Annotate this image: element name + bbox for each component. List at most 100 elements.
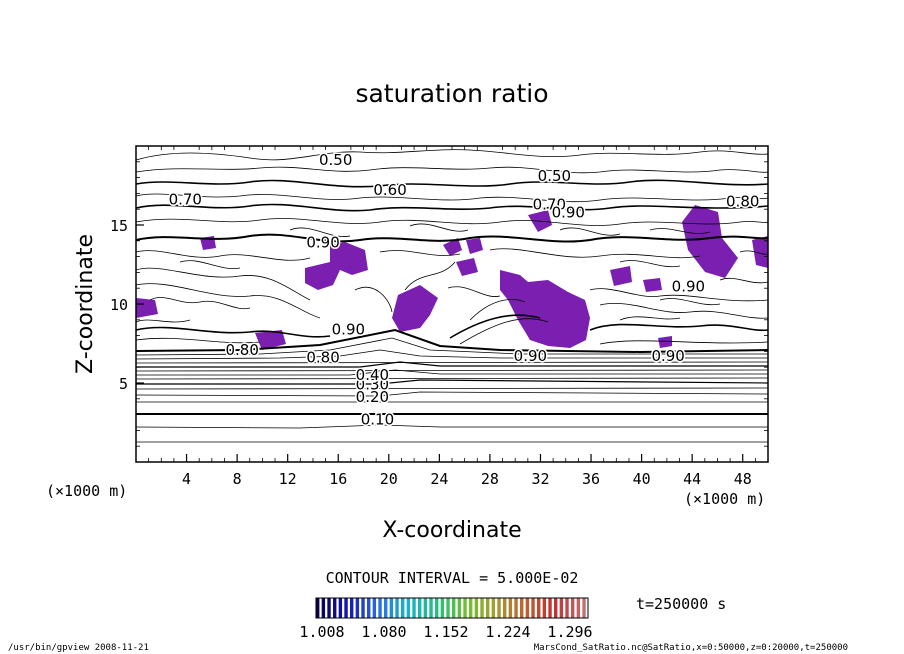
contour-label: 0.30: [356, 376, 389, 394]
colorbar-stripe: [440, 598, 445, 618]
contour-line: [135, 233, 769, 243]
x-tick-label: 48: [734, 470, 752, 488]
colorbar-stripe: [457, 598, 462, 618]
x-tick-label: 44: [683, 470, 701, 488]
footer-right: MarsCond_SatRatio.nc@SatRatio,x=0:50000,…: [534, 643, 848, 653]
colorbar-stripe: [429, 598, 433, 618]
colorbar-stripe: [497, 598, 501, 618]
y-axis-unit: (×1000 m): [46, 482, 127, 500]
contour-line: [135, 424, 768, 429]
colorbar-stripe: [537, 598, 541, 618]
contour-label: 0.80: [225, 341, 258, 359]
colorbar-stripe: [503, 598, 507, 618]
x-tick-label: 28: [481, 470, 499, 488]
fill-region: [643, 278, 662, 292]
colorbar-tick-label: 1.152: [423, 623, 468, 641]
contour-label: 0.70: [169, 191, 202, 209]
colorbar-frame: [315, 597, 589, 619]
contour-line: [135, 337, 768, 356]
contour-line: [135, 387, 769, 390]
contour-line: [135, 361, 769, 364]
colorbar-tick-label: 1.008: [299, 623, 344, 641]
colorbar-stripe: [384, 598, 388, 618]
colorbar-stripe: [389, 598, 394, 618]
contour-line: [135, 179, 769, 188]
x-tick-label: 16: [329, 470, 347, 488]
contour-line: [179, 260, 769, 284]
colorbar-stripe: [554, 598, 558, 618]
fill-region: [752, 236, 768, 268]
contour-line: [135, 218, 769, 226]
fill-region: [658, 336, 672, 348]
fill-region: [456, 258, 478, 276]
colorbar-stripe: [412, 598, 416, 618]
contour-label: 0.90: [651, 347, 684, 365]
contour-label: 0.90: [332, 320, 365, 338]
y-tick-label: 5: [119, 375, 128, 393]
colorbar-stripe: [452, 598, 456, 618]
colorbar-stripe: [514, 598, 518, 618]
contour-label: 0.60: [373, 181, 406, 199]
contour-label: 0.80: [306, 349, 339, 367]
colorbar-stripe: [406, 598, 411, 618]
y-axis-label: Z-coordinate: [73, 234, 98, 374]
contour-label: 0.90: [552, 203, 585, 221]
colorbar-stripe: [338, 598, 343, 618]
colorbar-stripe: [508, 598, 513, 618]
colorbar-tick-label: 1.080: [361, 623, 406, 641]
contour-line: [135, 328, 769, 354]
x-tick-label: 12: [279, 470, 297, 488]
contour-label: 0.40: [356, 366, 389, 384]
colorbar-stripe: [355, 598, 360, 618]
colorbar-stripe: [344, 598, 348, 618]
colorbar-stripe: [486, 598, 490, 618]
colorbar-stripe: [474, 598, 479, 618]
fill-region: [443, 238, 462, 256]
y-axis: 5 10 15: [110, 161, 768, 447]
colorbar-stripe: [327, 598, 331, 618]
contour-line: [289, 223, 711, 237]
x-tick-label: 4: [182, 470, 191, 488]
contour-line: [135, 349, 768, 360]
colorbar-stripe: [401, 598, 405, 618]
contour-line: [136, 379, 769, 385]
footer-left: /usr/bin/gpview 2008-11-21: [8, 643, 149, 653]
x-tick-label: 36: [582, 470, 600, 488]
contour-label: 0.90: [514, 347, 547, 365]
contour-line: [135, 248, 769, 261]
contour-label: 0.50: [319, 151, 352, 169]
contour-line: [136, 361, 768, 368]
x-tick-label: 24: [430, 470, 448, 488]
fill-region: [255, 330, 286, 350]
contour-line: [135, 377, 769, 380]
contour-line: [135, 149, 769, 161]
colorbar-ticks: 1.008 1.080 1.152 1.224 1.296: [299, 623, 592, 641]
contour-line: [135, 166, 769, 174]
contour-labels: 0.10 0.200.300.40 0.80 0.80 0.90 0.90 0.90 0.90…: [167, 150, 761, 430]
chart-title: saturation ratio: [355, 79, 548, 108]
colorbar-stripe: [435, 598, 439, 618]
x-tick-label: 20: [380, 470, 398, 488]
colorbar-stripe: [542, 598, 547, 618]
turbulent-contours: [135, 149, 769, 345]
colorbar-tick-label: 1.296: [547, 623, 592, 641]
contour-line: [135, 318, 769, 345]
x-tick-label: 40: [633, 470, 651, 488]
colorbar-stripe: [525, 598, 530, 618]
colorbar-stripe: [418, 598, 422, 618]
x-axis-unit: (×1000 m): [684, 490, 765, 508]
x-axis-label: X-coordinate: [382, 518, 521, 543]
colorbar-tick-label: 1.224: [485, 623, 530, 641]
colorbar-stripe: [321, 598, 326, 618]
contour-line: [149, 297, 721, 310]
colorbar-stripe: [423, 598, 428, 618]
colorbar-stripe: [548, 598, 552, 618]
contour-line: [135, 193, 769, 203]
colorbar-stripe: [372, 598, 377, 618]
contour-line: [135, 391, 769, 397]
contour-line: [135, 203, 769, 212]
time-stamp: t=250000 s: [636, 595, 726, 613]
fill-region: [136, 298, 158, 318]
x-tick-label: 8: [233, 470, 242, 488]
contour-line: [135, 261, 681, 323]
